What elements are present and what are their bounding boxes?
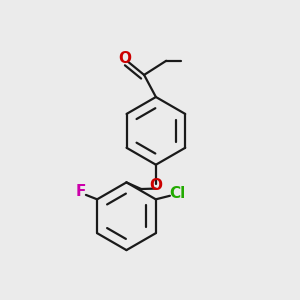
Text: O: O — [118, 51, 131, 66]
Text: F: F — [76, 184, 86, 200]
Text: Cl: Cl — [170, 186, 186, 201]
Text: O: O — [149, 178, 162, 193]
